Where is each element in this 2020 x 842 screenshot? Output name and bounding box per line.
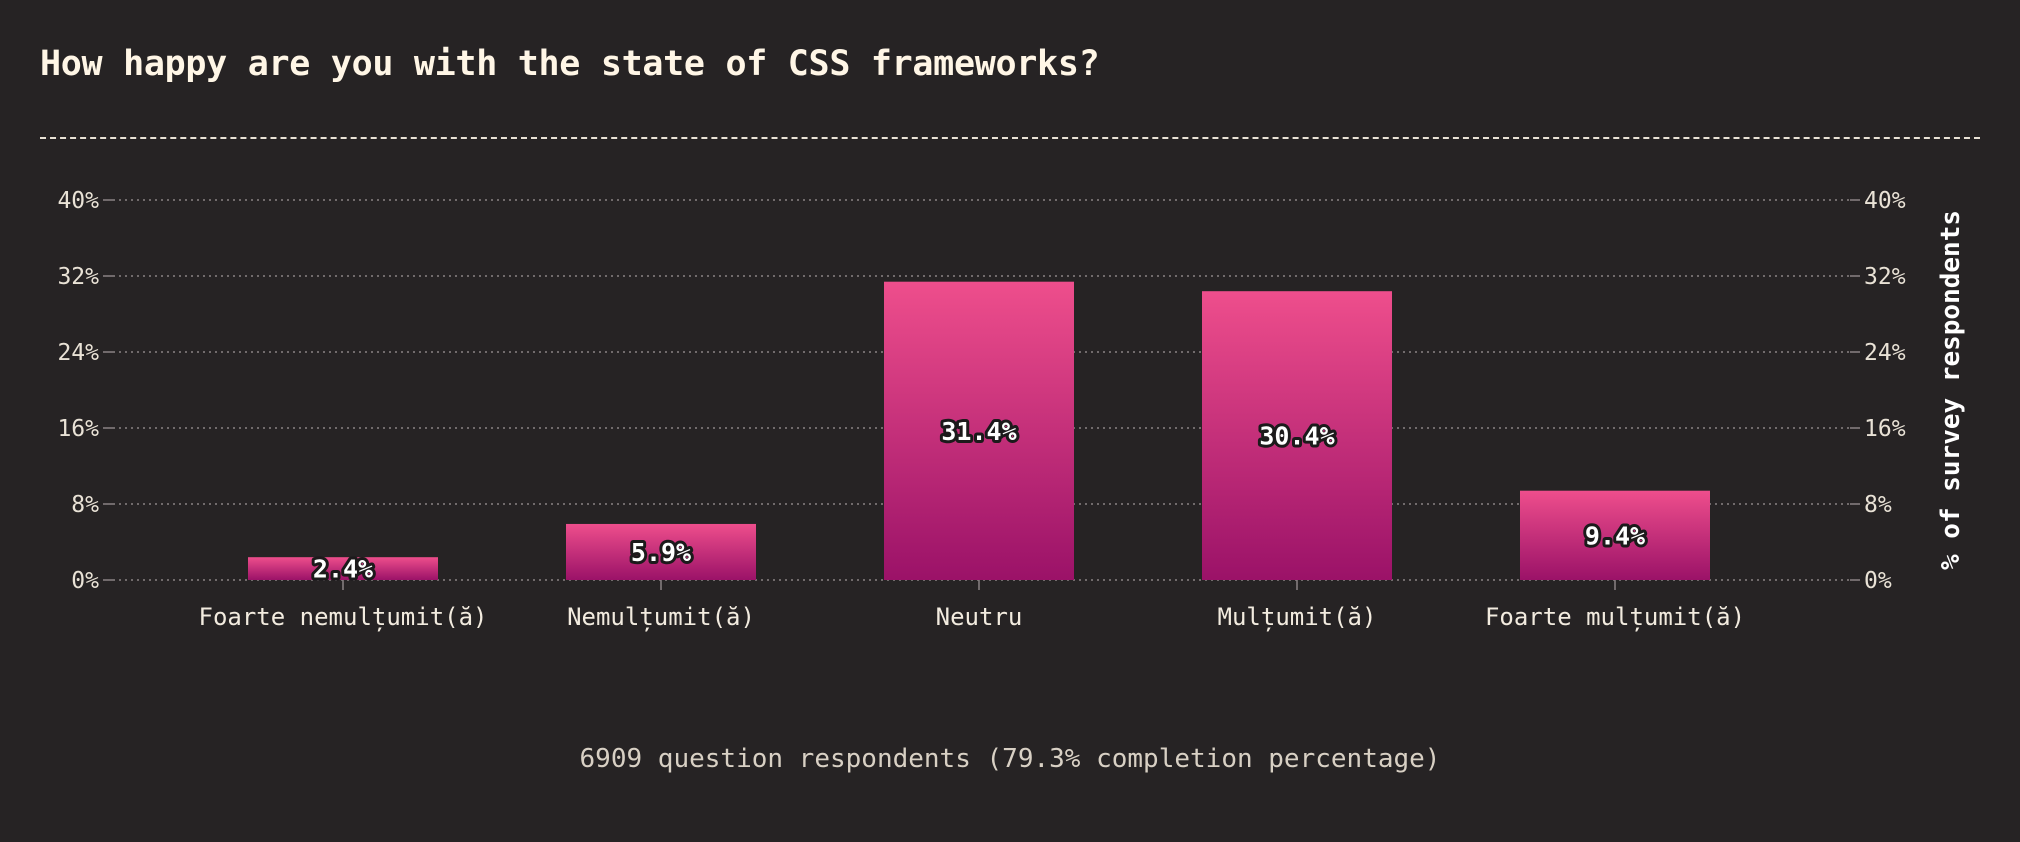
bar-value-label: 31.4% [941, 417, 1016, 446]
y-tick-label-left: 32% [57, 264, 99, 290]
value-labels: 2.4% 5.9% 31.4% 30.4% 9.4% [310, 414, 1648, 587]
bar-value-label: 2.4% [313, 555, 373, 584]
title-divider [40, 137, 1980, 139]
x-axis-ticks: Foarte nemulțumit(ă) Nemulțumit(ă) Neutru M… [199, 580, 1745, 632]
y-tick-label-right: 8% [1864, 492, 1892, 518]
chart-title: How happy are you with the state of CSS … [40, 44, 1100, 84]
y-tick-label-left: 24% [57, 340, 99, 366]
bar [566, 523, 756, 580]
y-tick-label-left: 0% [71, 568, 99, 594]
bar [884, 281, 1074, 580]
category-label: Mulțumit(ă) [1218, 603, 1377, 632]
y-axis-title: % of survey respondents [1936, 210, 1966, 570]
y-tick-label-left: 16% [57, 416, 99, 442]
y-tick-label-left: 8% [71, 492, 99, 518]
bar [1520, 490, 1710, 580]
respondents-note: 6909 question respondents (79.3% complet… [579, 744, 1441, 774]
bar [1202, 291, 1392, 580]
y-tick-label-right: 40% [1864, 188, 1906, 214]
y-tick-label-left: 40% [57, 188, 99, 214]
bars [248, 281, 1710, 580]
category-label: Neutru [936, 603, 1023, 631]
y-tick-label-right: 0% [1864, 568, 1892, 594]
bar [248, 557, 438, 580]
y-tick-label-right: 16% [1864, 416, 1906, 442]
category-label: Foarte mulțumit(ă) [1485, 603, 1745, 632]
y-tick-label-right: 32% [1864, 264, 1906, 290]
category-label: Nemulțumit(ă) [567, 603, 755, 632]
y-axis-ticks: 0% 0% 8% 8% 16% 16% 24% 24% 32% 32% 40% 40% [57, 188, 1905, 594]
bar-value-label: 30.4% [1259, 422, 1334, 451]
bar-value-label: 9.4% [1585, 521, 1645, 550]
y-tick-label-right: 24% [1864, 340, 1906, 366]
bar-value-label: 5.9% [631, 538, 691, 567]
category-label: Foarte nemulțumit(ă) [199, 603, 488, 632]
